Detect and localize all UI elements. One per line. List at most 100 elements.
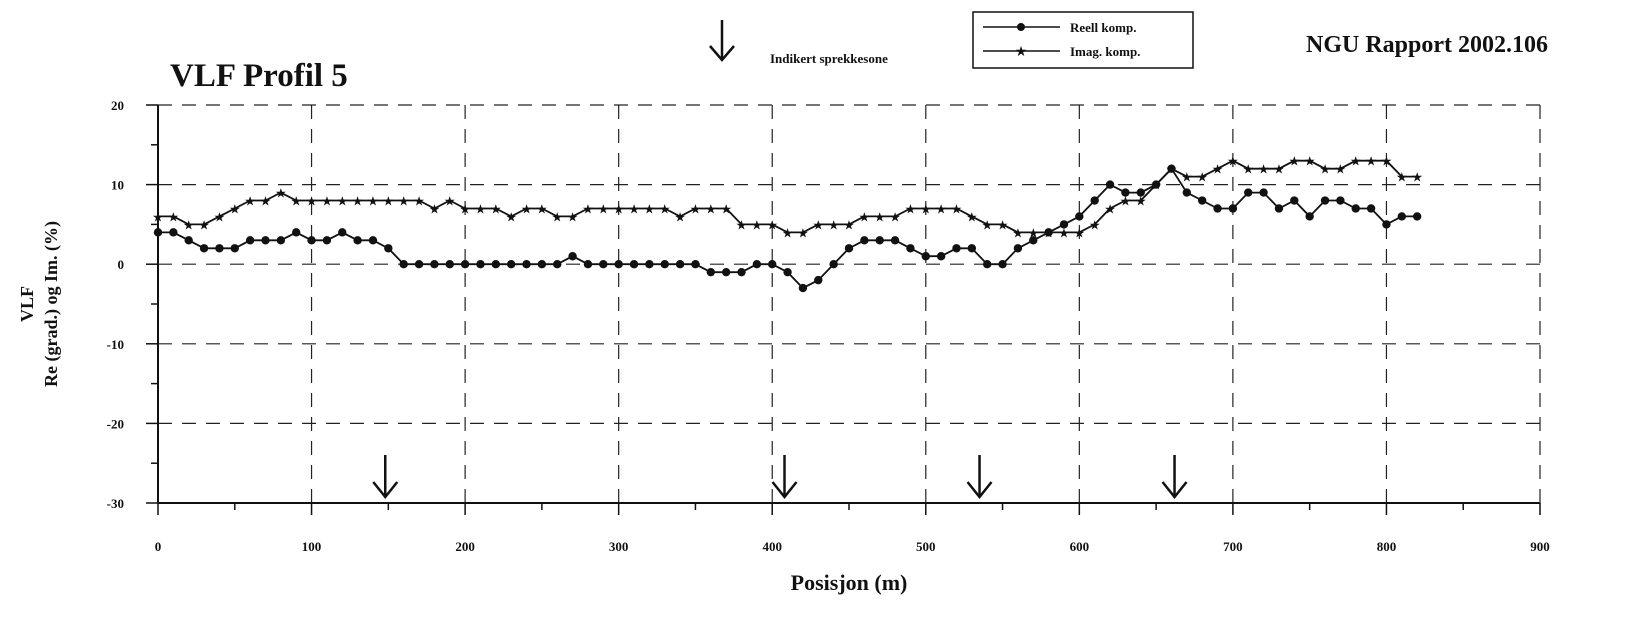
data-point-imag: ★ bbox=[459, 201, 471, 216]
data-point-imag: ★ bbox=[1365, 154, 1377, 169]
y-axis-label-line1: VLF bbox=[17, 286, 37, 322]
zone-arrow bbox=[372, 455, 399, 500]
legend-marker-reell bbox=[1017, 23, 1025, 31]
x-tick-label: 0 bbox=[155, 539, 162, 554]
data-point-reell bbox=[414, 260, 424, 269]
x-axis-label: Posisjon (m) bbox=[791, 570, 908, 595]
data-point-imag: ★ bbox=[1258, 162, 1270, 177]
data-point-reell bbox=[1305, 212, 1314, 221]
data-point-reell bbox=[860, 236, 869, 245]
data-point-imag: ★ bbox=[383, 194, 395, 209]
data-point-imag: ★ bbox=[352, 194, 364, 209]
data-point-imag: ★ bbox=[1166, 162, 1178, 177]
data-point-imag: ★ bbox=[1089, 217, 1101, 232]
data-point-imag: ★ bbox=[1242, 162, 1254, 177]
data-point-reell bbox=[844, 244, 854, 253]
data-point-reell bbox=[1320, 196, 1330, 205]
series-legend: Reell komp. ★ Imag. komp. bbox=[972, 11, 1194, 69]
data-point-imag: ★ bbox=[214, 209, 226, 224]
x-tick-label: 900 bbox=[1530, 539, 1550, 554]
data-point-reell bbox=[875, 236, 884, 245]
data-point-reell bbox=[322, 236, 332, 245]
data-point-imag: ★ bbox=[521, 201, 533, 216]
data-point-reell bbox=[245, 236, 255, 245]
data-point-imag: ★ bbox=[828, 217, 840, 232]
data-point-reell bbox=[952, 244, 961, 253]
data-point-reell bbox=[1105, 180, 1115, 189]
data-point-imag: ★ bbox=[843, 217, 855, 232]
data-point-reell bbox=[921, 252, 930, 261]
x-tick-label: 700 bbox=[1223, 539, 1243, 554]
data-point-imag: ★ bbox=[1396, 170, 1408, 185]
data-point-reell bbox=[583, 260, 593, 269]
zone-arrow-head bbox=[1161, 481, 1188, 500]
legend-label-reell: Reell komp. bbox=[1070, 20, 1136, 35]
data-point-imag: ★ bbox=[1012, 225, 1024, 240]
data-point-reell bbox=[307, 236, 316, 245]
x-tick-label: 500 bbox=[916, 539, 936, 554]
data-point-imag: ★ bbox=[1411, 170, 1423, 185]
data-point-imag: ★ bbox=[198, 217, 210, 232]
data-point-imag: ★ bbox=[1104, 201, 1116, 216]
zone-legend-arrow-head bbox=[709, 45, 735, 62]
data-point-reell bbox=[629, 260, 639, 269]
data-point-imag: ★ bbox=[490, 201, 502, 216]
data-point-reell bbox=[721, 267, 731, 277]
data-point-imag: ★ bbox=[367, 194, 379, 209]
data-point-imag: ★ bbox=[951, 201, 963, 216]
data-point-imag: ★ bbox=[905, 201, 917, 216]
data-point-imag: ★ bbox=[889, 209, 901, 224]
data-point-reell bbox=[292, 228, 301, 237]
data-point-imag: ★ bbox=[1027, 225, 1039, 240]
data-point-reell bbox=[568, 252, 577, 261]
data-point-imag: ★ bbox=[690, 201, 702, 216]
data-point-reell bbox=[906, 244, 915, 253]
data-point-reell bbox=[522, 260, 531, 269]
data-point-imag: ★ bbox=[567, 209, 579, 224]
data-point-imag: ★ bbox=[812, 217, 824, 232]
data-point-reell bbox=[1059, 220, 1069, 229]
data-point-imag: ★ bbox=[1227, 154, 1239, 169]
data-point-imag: ★ bbox=[260, 194, 272, 209]
data-point-imag: ★ bbox=[168, 209, 180, 224]
series-line-imag bbox=[158, 159, 1418, 234]
x-tick-label: 600 bbox=[1070, 539, 1090, 554]
data-point-imag: ★ bbox=[674, 209, 686, 224]
data-point-imag: ★ bbox=[551, 209, 563, 224]
data-point-imag: ★ bbox=[1212, 162, 1224, 177]
data-point-imag: ★ bbox=[183, 217, 195, 232]
data-point-reell bbox=[998, 260, 1007, 269]
data-point-imag: ★ bbox=[628, 201, 640, 216]
data-point-imag: ★ bbox=[613, 201, 625, 216]
data-point-imag: ★ bbox=[659, 201, 671, 216]
data-point-imag: ★ bbox=[398, 194, 410, 209]
data-point-reell bbox=[476, 260, 485, 269]
data-point-imag: ★ bbox=[336, 194, 348, 209]
data-point-reell bbox=[368, 236, 378, 245]
x-tick-label: 300 bbox=[609, 539, 629, 554]
data-point-reell bbox=[1197, 196, 1207, 205]
data-point-reell bbox=[1351, 204, 1360, 213]
data-point-imag: ★ bbox=[306, 194, 318, 209]
zone-arrow bbox=[966, 455, 993, 500]
x-tick-label: 100 bbox=[302, 539, 322, 554]
data-point-reell bbox=[1244, 188, 1253, 197]
data-point-imag: ★ bbox=[244, 194, 256, 209]
data-point-reell bbox=[1397, 212, 1407, 221]
legend-box bbox=[972, 11, 1194, 69]
data-point-imag: ★ bbox=[152, 209, 164, 224]
data-point-imag: ★ bbox=[1304, 154, 1316, 169]
data-point-reell bbox=[1259, 188, 1268, 197]
data-point-reell bbox=[445, 260, 454, 269]
data-point-reell bbox=[353, 236, 362, 245]
y-tick-label: 0 bbox=[118, 257, 125, 272]
data-point-reell bbox=[599, 260, 608, 269]
data-point-imag: ★ bbox=[1150, 178, 1162, 193]
y-tick-label: -20 bbox=[107, 416, 124, 431]
data-point-reell bbox=[890, 236, 900, 245]
data-point-reell bbox=[276, 236, 286, 245]
x-tick-label: 400 bbox=[762, 539, 782, 554]
y-tick-label: 20 bbox=[111, 98, 124, 113]
